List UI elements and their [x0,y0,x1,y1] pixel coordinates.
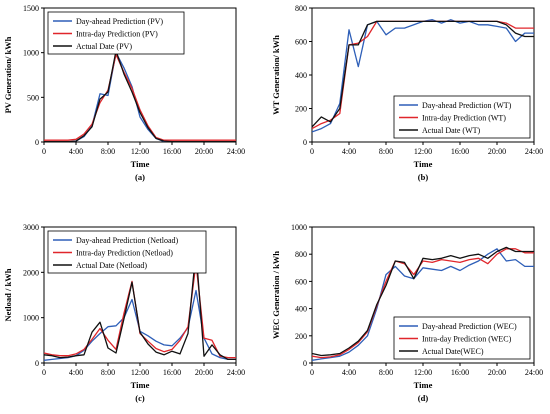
y-tick-label: 600 [295,277,307,286]
x-tick-label: 0 [42,147,46,156]
x-tick-label: 16:00 [163,368,181,377]
series-line-3 [312,246,534,357]
x-tick-label: 4:00 [342,147,356,156]
chart-panel-3: 0 4:00 8:00 12:00 16:00 20:00 24:00 0 1000 2000 30… [3,223,245,403]
x-tick-label: 24:00 [525,368,543,377]
series-line-3 [312,20,534,128]
series-line-2 [312,248,534,359]
x-tick-label: 4:00 [342,368,356,377]
x-tick-label: 24:00 [525,147,543,156]
legend-entry-label: Day-ahead Prediction (WT) [422,101,512,110]
series-line-3 [44,249,236,361]
legend-entry-label: Day-ahead Prediction (Netload) [76,236,179,245]
y-tick-label: 500 [27,93,39,102]
y-tick-label: 2000 [23,268,39,277]
y-axis-label: Netload / kWh [3,268,13,321]
x-tick-label: 20:00 [195,368,213,377]
series-line-3 [44,50,236,142]
x-tick-label: 24:00 [227,368,245,377]
y-tick-label: 400 [295,71,307,80]
y-tick-label: 800 [295,250,307,259]
panel-label: (d) [418,393,429,403]
x-tick-label: 16:00 [163,147,181,156]
series-line-1 [44,52,236,142]
x-axis-label: Time [131,159,150,169]
legend-entry-label: Actual Date(WEC) [422,347,484,356]
x-tick-label: 0 [310,368,314,377]
legend-entry-label: Day-ahead Prediction (PV) [76,17,163,26]
y-tick-label: 600 [295,38,307,47]
y-tick-label: 1000 [23,314,39,323]
legend-entry-label: Intra-day Prediction (WEC) [422,335,512,344]
series-line-2 [44,53,236,141]
series-line-1 [312,248,534,361]
x-tick-label: 20:00 [488,368,506,377]
y-tick-label: 3000 [23,223,39,232]
chart-panel-1: 0 4:00 8:00 12:00 16:00 20:00 24:00 0 500 1000 150… [3,4,245,182]
y-tick-label: 200 [295,105,307,114]
x-tick-label: 16:00 [451,147,469,156]
panel-label: (c) [135,393,145,403]
y-axis-label: WEC Generation / kWh [271,251,281,339]
x-tick-label: 4:00 [69,147,83,156]
x-tick-label: 0 [310,147,314,156]
y-tick-label: 1000 [23,49,39,58]
x-tick-label: 8:00 [379,147,393,156]
legend-entry-label: Intra-day Prediction (PV) [76,30,158,39]
y-axis-label: WT Generation/ kWh [271,35,281,115]
legend: Day-ahead Prediction (Netload) Intra-day … [47,230,207,274]
series-line-1 [44,289,236,361]
x-tick-label: 4:00 [69,368,83,377]
x-tick-label: 20:00 [488,147,506,156]
y-tick-label: 0 [35,138,39,147]
y-tick-label: 400 [295,305,307,314]
chart-panel-4: 0 4:00 8:00 12:00 16:00 20:00 24:00 0 200 400 600 8… [271,223,543,403]
x-tick-label: 16:00 [451,368,469,377]
y-tick-label: 1000 [291,223,307,232]
panel-label: (a) [135,172,145,182]
y-tick-label: 1500 [23,4,39,13]
legend-entry-label: Actual Date (Netload) [76,261,147,270]
legend-entry-label: Intra-day Prediction (WT) [422,114,506,123]
legend-entry-label: Actual Date (WT) [422,126,481,135]
x-axis-label: Time [131,380,150,390]
x-tick-label: 12:00 [131,368,149,377]
chart-panel-2: 0 4:00 8:00 12:00 16:00 20:00 24:00 0 200 400 600 8… [271,4,543,182]
legend: Day-ahead Prediction (WEC) Intra-day Pred… [393,316,531,360]
legend-entry-label: Day-ahead Prediction (WEC) [422,322,517,331]
series-line-2 [44,262,236,359]
x-axis-label: Time [414,159,433,169]
x-tick-label: 20:00 [195,147,213,156]
x-tick-label: 0 [42,368,46,377]
legend: Day-ahead Prediction (WT) Intra-day Predi… [393,95,531,139]
x-tick-label: 12:00 [414,147,432,156]
y-tick-label: 0 [303,359,307,368]
panel-label: (b) [418,172,429,182]
x-tick-label: 12:00 [414,368,432,377]
y-tick-label: 800 [295,4,307,13]
legend-box [47,230,207,274]
y-tick-label: 0 [35,359,39,368]
x-tick-label: 8:00 [379,368,393,377]
legend-entry-label: Intra-day Prediction (Netload) [76,249,173,258]
x-axis-label: Time [414,380,433,390]
legend: Day-ahead Prediction (PV) Intra-day Predi… [47,11,185,55]
x-tick-label: 8:00 [101,147,115,156]
y-axis-label: PV Generation/ kWh [3,36,13,113]
x-tick-label: 12:00 [131,147,149,156]
x-tick-label: 8:00 [101,368,115,377]
legend-entry-label: Actual Date (PV) [76,42,132,51]
y-tick-label: 200 [295,332,307,341]
x-tick-label: 24:00 [227,147,245,156]
y-tick-label: 0 [303,138,307,147]
